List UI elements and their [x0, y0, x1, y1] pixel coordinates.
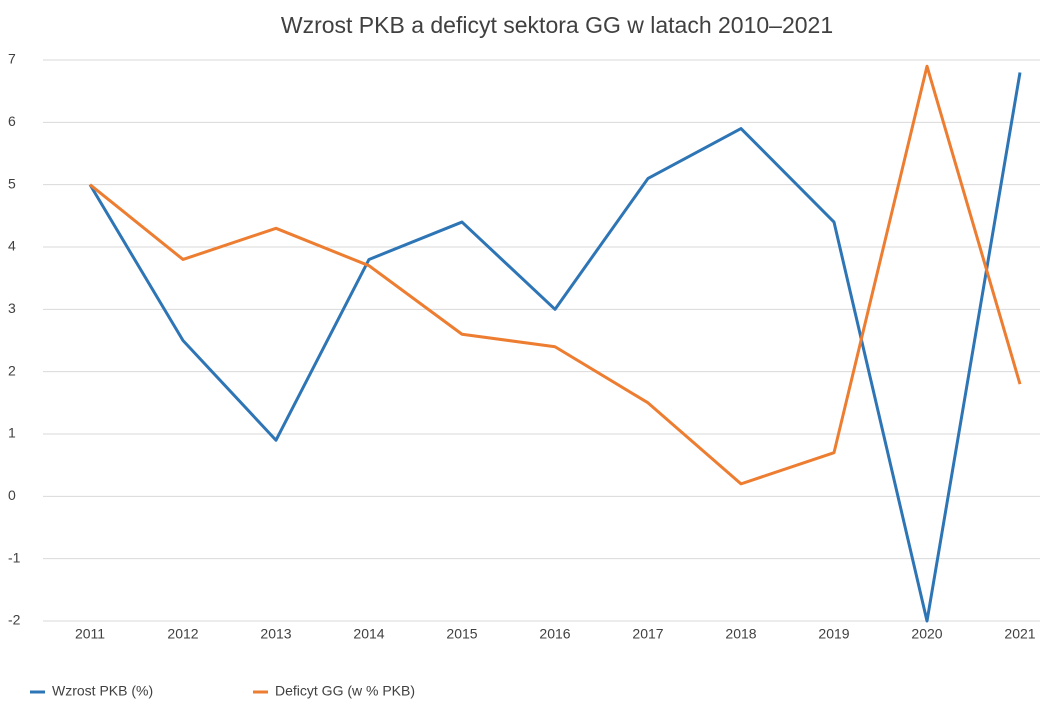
- x-tick-label: 2021: [1004, 626, 1035, 642]
- x-tick-label: 2018: [725, 626, 756, 642]
- x-tick-label: 2015: [446, 626, 477, 642]
- x-tick-label: 2019: [818, 626, 849, 642]
- x-tick-label: 2012: [167, 626, 198, 642]
- x-tick-label: 2016: [539, 626, 570, 642]
- y-tick-label: 4: [8, 238, 16, 254]
- y-tick-label: 7: [8, 51, 16, 67]
- y-tick-label: -1: [8, 549, 21, 565]
- y-tick-label: 0: [8, 487, 16, 503]
- x-tick-label: 2017: [632, 626, 663, 642]
- y-tick-label: 3: [8, 300, 16, 316]
- series-line: [89, 64, 1022, 486]
- x-tick-label: 2020: [911, 626, 942, 642]
- y-tick-label: 1: [8, 425, 16, 441]
- x-tick-label: 2014: [353, 626, 384, 642]
- chart-title: Wzrost PKB a deficyt sektora GG w latach…: [281, 12, 833, 38]
- x-tick-label: 2011: [75, 626, 105, 642]
- legend-label: Deficyt GG (w % PKB): [275, 683, 415, 699]
- y-tick-label: 5: [8, 175, 16, 191]
- y-tick-label: 2: [8, 362, 16, 378]
- y-tick-label: 6: [8, 113, 16, 129]
- y-tick-label: -2: [8, 612, 21, 628]
- x-tick-label: 2013: [260, 626, 291, 642]
- series-line: [88, 72, 1022, 623]
- legend-label: Wzrost PKB (%): [52, 683, 153, 699]
